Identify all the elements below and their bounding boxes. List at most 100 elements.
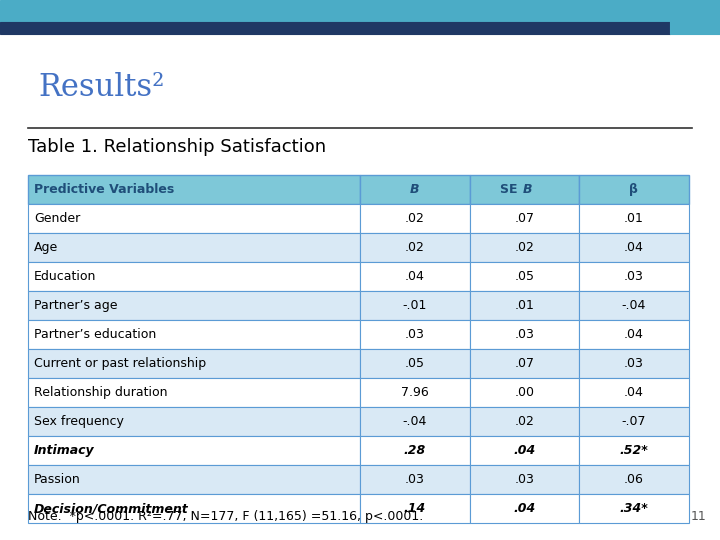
Bar bbox=[28, 175, 360, 204]
Bar bbox=[360, 407, 469, 436]
Text: .04: .04 bbox=[624, 328, 644, 341]
Bar bbox=[0, 0, 670, 22]
Bar bbox=[469, 320, 579, 349]
Text: -.07: -.07 bbox=[621, 415, 646, 428]
Bar bbox=[469, 262, 579, 291]
Bar bbox=[360, 436, 469, 465]
Bar bbox=[360, 291, 469, 320]
Bar bbox=[469, 291, 579, 320]
Text: SE: SE bbox=[500, 183, 522, 196]
Text: .05: .05 bbox=[405, 357, 425, 370]
Text: .14: .14 bbox=[404, 502, 426, 515]
Bar bbox=[28, 262, 360, 291]
Text: 7.96: 7.96 bbox=[401, 386, 428, 399]
Bar bbox=[579, 465, 689, 494]
Bar bbox=[28, 494, 360, 523]
Text: Education: Education bbox=[34, 270, 96, 283]
Bar bbox=[28, 407, 360, 436]
Text: -.01: -.01 bbox=[402, 299, 427, 312]
Bar bbox=[579, 494, 689, 523]
Bar bbox=[579, 436, 689, 465]
Text: Sex frequency: Sex frequency bbox=[34, 415, 124, 428]
Text: Predictive Variables: Predictive Variables bbox=[34, 183, 174, 196]
Bar bbox=[469, 494, 579, 523]
Bar bbox=[579, 204, 689, 233]
Bar bbox=[469, 465, 579, 494]
Text: 11: 11 bbox=[690, 510, 706, 523]
Bar bbox=[469, 349, 579, 378]
Text: -.04: -.04 bbox=[621, 299, 646, 312]
Bar bbox=[469, 175, 579, 204]
Bar bbox=[469, 378, 579, 407]
Text: .02: .02 bbox=[514, 241, 534, 254]
Bar bbox=[360, 204, 469, 233]
Text: .03: .03 bbox=[514, 328, 534, 341]
Bar bbox=[579, 291, 689, 320]
Bar bbox=[360, 494, 469, 523]
Text: Relationship duration: Relationship duration bbox=[34, 386, 168, 399]
Text: .34*: .34* bbox=[619, 502, 648, 515]
Text: .01: .01 bbox=[514, 299, 534, 312]
Text: Table 1. Relationship Satisfaction: Table 1. Relationship Satisfaction bbox=[28, 138, 326, 156]
Text: .02: .02 bbox=[405, 241, 425, 254]
Bar bbox=[360, 262, 469, 291]
Text: .00: .00 bbox=[514, 386, 534, 399]
Bar bbox=[360, 175, 469, 204]
Text: Results²: Results² bbox=[38, 72, 164, 103]
Bar bbox=[360, 233, 469, 262]
Text: .28: .28 bbox=[404, 444, 426, 457]
Text: .04: .04 bbox=[624, 241, 644, 254]
Bar bbox=[28, 320, 360, 349]
Text: .07: .07 bbox=[514, 212, 534, 225]
Text: B: B bbox=[522, 183, 532, 196]
Text: Partner’s age: Partner’s age bbox=[34, 299, 117, 312]
Bar bbox=[28, 378, 360, 407]
Bar bbox=[579, 407, 689, 436]
Text: Gender: Gender bbox=[34, 212, 80, 225]
Text: Intimacy: Intimacy bbox=[34, 444, 94, 457]
Bar bbox=[360, 465, 469, 494]
Bar bbox=[360, 378, 469, 407]
Text: .03: .03 bbox=[624, 270, 644, 283]
Bar bbox=[28, 349, 360, 378]
Bar bbox=[28, 465, 360, 494]
Bar bbox=[579, 262, 689, 291]
Text: Partner’s education: Partner’s education bbox=[34, 328, 156, 341]
Bar bbox=[469, 233, 579, 262]
Bar bbox=[469, 204, 579, 233]
Text: Decision/Commitment: Decision/Commitment bbox=[34, 502, 189, 515]
Bar bbox=[670, 0, 720, 34]
Bar bbox=[28, 291, 360, 320]
Bar bbox=[579, 349, 689, 378]
Bar bbox=[28, 436, 360, 465]
Text: B: B bbox=[410, 183, 420, 196]
Text: -.04: -.04 bbox=[402, 415, 427, 428]
Bar bbox=[469, 407, 579, 436]
Text: .02: .02 bbox=[405, 212, 425, 225]
Text: .04: .04 bbox=[624, 386, 644, 399]
Bar bbox=[579, 378, 689, 407]
Text: .52*: .52* bbox=[619, 444, 648, 457]
Text: .07: .07 bbox=[514, 357, 534, 370]
Bar bbox=[0, 22, 670, 34]
Text: .03: .03 bbox=[405, 328, 425, 341]
Bar bbox=[28, 233, 360, 262]
Bar bbox=[579, 320, 689, 349]
Bar bbox=[469, 436, 579, 465]
Text: Age: Age bbox=[34, 241, 58, 254]
Text: .06: .06 bbox=[624, 473, 644, 486]
Bar bbox=[579, 175, 689, 204]
Text: Current or past relationship: Current or past relationship bbox=[34, 357, 206, 370]
Text: .04: .04 bbox=[405, 270, 425, 283]
Text: .04: .04 bbox=[513, 444, 536, 457]
Text: .05: .05 bbox=[514, 270, 534, 283]
Bar bbox=[28, 204, 360, 233]
Text: .03: .03 bbox=[405, 473, 425, 486]
Text: β: β bbox=[629, 183, 639, 196]
Text: .01: .01 bbox=[624, 212, 644, 225]
Text: Passion: Passion bbox=[34, 473, 81, 486]
Text: .03: .03 bbox=[514, 473, 534, 486]
Text: .03: .03 bbox=[624, 357, 644, 370]
Bar bbox=[360, 320, 469, 349]
Text: .02: .02 bbox=[514, 415, 534, 428]
